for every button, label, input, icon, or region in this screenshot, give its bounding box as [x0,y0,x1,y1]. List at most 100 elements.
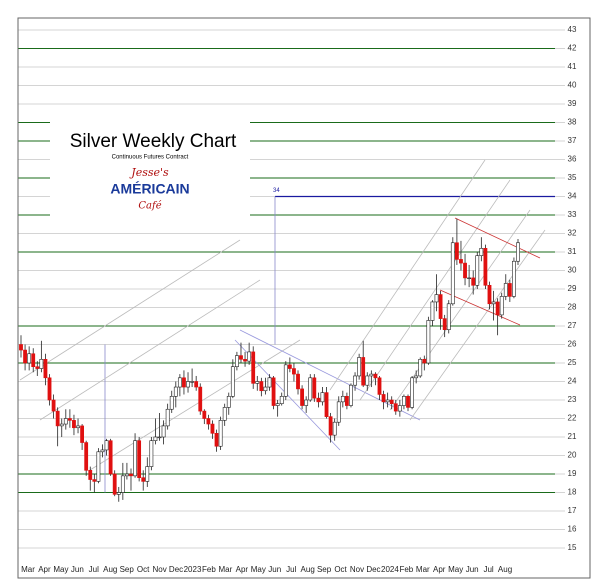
candle-body [377,377,382,395]
candle-body [410,377,414,408]
y-tick-label: 31 [568,247,577,256]
candle-body [202,410,207,419]
candle-body [316,397,321,403]
candle-body [446,303,451,330]
channel-line [89,339,301,471]
channel-line [389,209,531,411]
candle-body [251,351,256,384]
candle-body [67,418,72,421]
x-tick-label: Apr [433,565,446,574]
y-tick-label: 35 [568,173,577,182]
candle-body [381,394,386,403]
x-tick-label: Jul [286,565,296,574]
candle-body [279,395,284,404]
candle-body [120,475,125,493]
frame [17,17,591,579]
candle-body [336,401,341,423]
y-tick-label: 25 [568,358,577,367]
x-tick-label: Mar [416,565,430,574]
channel-line [454,217,541,259]
y-tick-label: 43 [568,25,577,34]
y-tick-label: 42 [568,44,577,53]
candle-body [516,242,520,262]
x-tick-label: Jun [466,565,479,574]
candle-body [230,366,235,397]
candle-body [210,423,215,434]
candle-body [43,358,48,379]
candle-body [349,384,353,406]
x-tick-label: Mar [219,565,233,574]
candle-body [19,344,23,351]
candle-body [141,477,146,482]
candle-body [345,395,349,406]
candle-body [186,381,190,388]
x-tick-label: Aug [301,565,315,574]
candle-body [165,408,170,427]
candle-body [255,381,260,384]
candle-body [47,377,52,401]
y-tick-label: 38 [568,118,577,127]
candle-body [357,357,362,377]
candle-body [72,420,76,429]
candle-body [243,358,247,362]
x-tick-label: Sep [120,565,135,574]
candle-body [365,375,370,386]
candle-body [503,283,508,297]
x-tick-label: Mar [21,565,35,574]
candle-body [442,318,447,331]
axis: 15 16 17 18 19 20 21 22 23 24 25 26 27 28 29 30 31 32 33 34… [21,25,577,574]
candle-body [206,418,211,425]
candle-body [324,392,329,417]
candle-body [35,366,40,369]
candle-body [479,248,484,257]
channel-line [359,179,511,401]
x-tick-label: Apr [38,565,51,574]
candle-body [296,373,300,390]
candle-body [406,395,410,408]
y-tick-label: 26 [568,340,577,349]
candle-body [112,473,117,495]
x-tick-label: Dec [169,565,183,574]
candle-body [108,440,113,475]
candle-body [80,425,85,443]
channel-line [409,229,546,421]
candle-body [100,449,105,453]
candle-body [149,440,154,467]
candle-body [353,375,357,386]
x-tick-label: Nov [152,565,166,574]
y-tick-label: 32 [568,229,577,238]
y-tick-label: 15 [568,543,577,552]
candle-body [402,395,406,406]
x-tick-label: Oct [137,565,150,574]
candle-body [292,368,296,375]
candle-body [414,375,419,379]
candle-body [430,301,435,321]
y-tick-label: 37 [568,136,577,145]
x-tick-label: Aug [103,565,117,574]
y-tick-label: 36 [568,155,577,164]
candle-body [190,381,194,383]
candle-body [88,469,93,480]
candle-body [328,416,333,436]
candle-body [507,283,512,297]
y-tick-label: 21 [568,432,577,441]
candle-body [308,377,313,401]
y-tick-label: 27 [568,321,577,330]
candle-body [300,388,304,406]
candle-body [157,436,162,439]
y-tick-label: 41 [568,62,577,71]
logo-line1: Jesse's [129,166,169,179]
candle-body [104,440,109,451]
channel-line [239,329,421,421]
candle-body [495,301,500,316]
candle-body [96,451,101,482]
x-tick-label: Feb [202,565,216,574]
logo-line2: AMÉRICAIN [110,181,189,197]
y-tick-label: 18 [568,488,577,497]
candle-body [239,355,243,360]
candle-body [332,421,337,436]
candle-body [463,262,467,279]
y-tick-label: 16 [568,525,577,534]
x-tick-label: May [53,565,68,574]
